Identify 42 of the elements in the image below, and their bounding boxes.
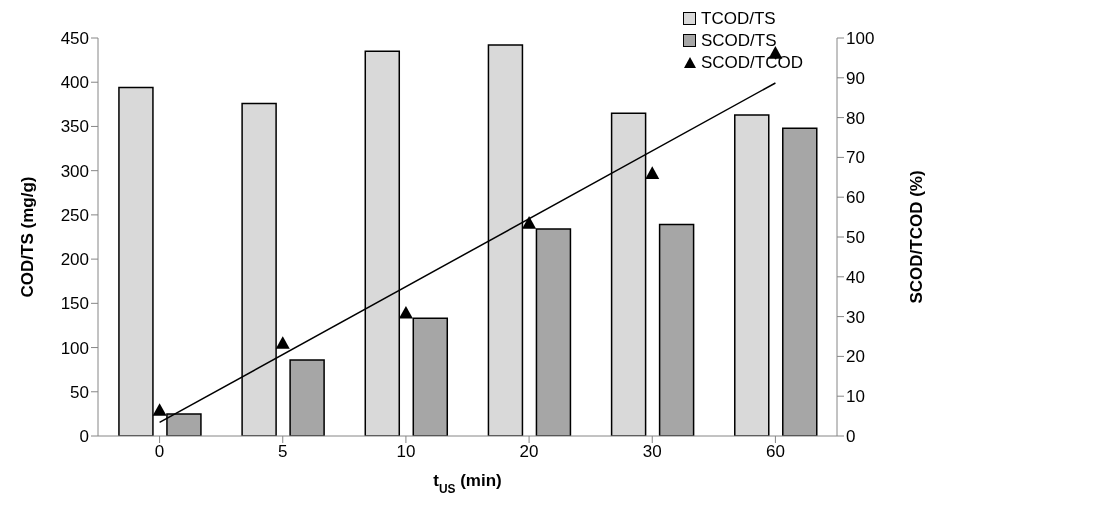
bar [658,223,695,436]
y2-tick-label: 30 [846,307,865,327]
y-tick-label: 50 [70,382,89,402]
y2-axis-title: SCOD/TCOD (%) [907,170,926,304]
point [152,403,167,416]
x-tick-label: 5 [278,442,288,462]
x-tick-label: 0 [154,442,165,462]
y-tick-label: 450 [60,29,89,49]
legend-label: TCOD/TS [701,8,776,30]
y-tick-label: 200 [60,250,89,270]
bar [289,359,325,436]
y-tick-label: 150 [60,294,89,314]
y-tick-label: 350 [60,117,89,137]
x-tick-label: 10 [396,442,416,462]
y2-tick-label: 10 [846,387,865,407]
y2-tick-label: 50 [846,228,865,248]
y-tick-label: 100 [60,338,89,358]
legend-label: SCOD/TS [701,30,777,52]
point [522,216,537,229]
y2-tick-label: 90 [846,68,865,88]
y-tick-label: 400 [60,73,89,93]
x-tick-label: 60 [765,442,785,462]
y2-tick-label: 100 [846,29,875,49]
y2-tick-label: 70 [846,148,865,168]
legend-label: SCOD/TCOD [701,52,803,74]
y2-tick-label: 60 [846,188,865,208]
bar [782,127,818,436]
y2-tick-label: 40 [846,267,865,287]
y2-tick-label: 0 [846,427,856,447]
point [398,306,413,319]
point [645,166,660,179]
point [275,336,290,349]
y2-tick-label: 80 [846,108,865,128]
y-axis-title: COD/TS (mg/g) [18,176,37,298]
y-tick-label: 0 [79,427,89,447]
x-axis-title: t$_{US}$ (min) [433,471,502,496]
x-tick-label: 20 [519,442,539,462]
y2-tick-label: 20 [846,347,865,367]
bar [734,114,770,436]
x-tick-label: 30 [642,442,662,462]
y-tick-label: 300 [60,161,89,181]
y-tick-label: 250 [60,205,89,225]
